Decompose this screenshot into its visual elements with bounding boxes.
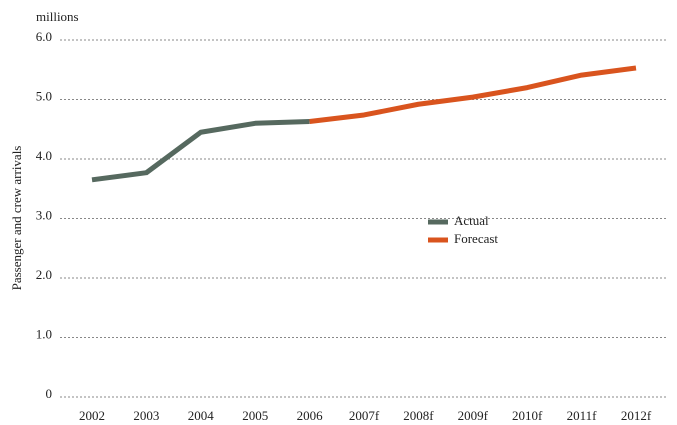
y-tick-label: 4.0 [36, 148, 52, 163]
x-tick-label: 2010f [512, 408, 543, 423]
y-tick-label: 2.0 [36, 267, 52, 282]
x-tick-label: 2008f [403, 408, 434, 423]
y-axis-label: Passenger and crew arrivals [9, 146, 24, 291]
x-tick-label: 2006 [297, 408, 324, 423]
x-tick-label: 2003 [133, 408, 159, 423]
x-tick-label: 2007f [349, 408, 380, 423]
y-tick-label: 0 [46, 386, 53, 401]
y-tick-label: 6.0 [36, 29, 52, 44]
x-tick-label: 2011f [567, 408, 598, 423]
y-tick-label: 1.0 [36, 326, 52, 341]
unit-label: millions [36, 9, 79, 24]
x-tick-label: 2002 [79, 408, 105, 423]
legend-label: Actual [454, 213, 489, 228]
x-tick-label: 2009f [458, 408, 489, 423]
y-tick-label: 5.0 [36, 88, 52, 103]
x-tick-label: 2012f [621, 408, 652, 423]
legend-label: Forecast [454, 231, 498, 246]
x-tick-label: 2005 [242, 408, 268, 423]
series-line [309, 65, 637, 124]
y-tick-label: 3.0 [36, 207, 52, 222]
x-tick-label: 2004 [188, 408, 215, 423]
series-line [91, 119, 310, 183]
